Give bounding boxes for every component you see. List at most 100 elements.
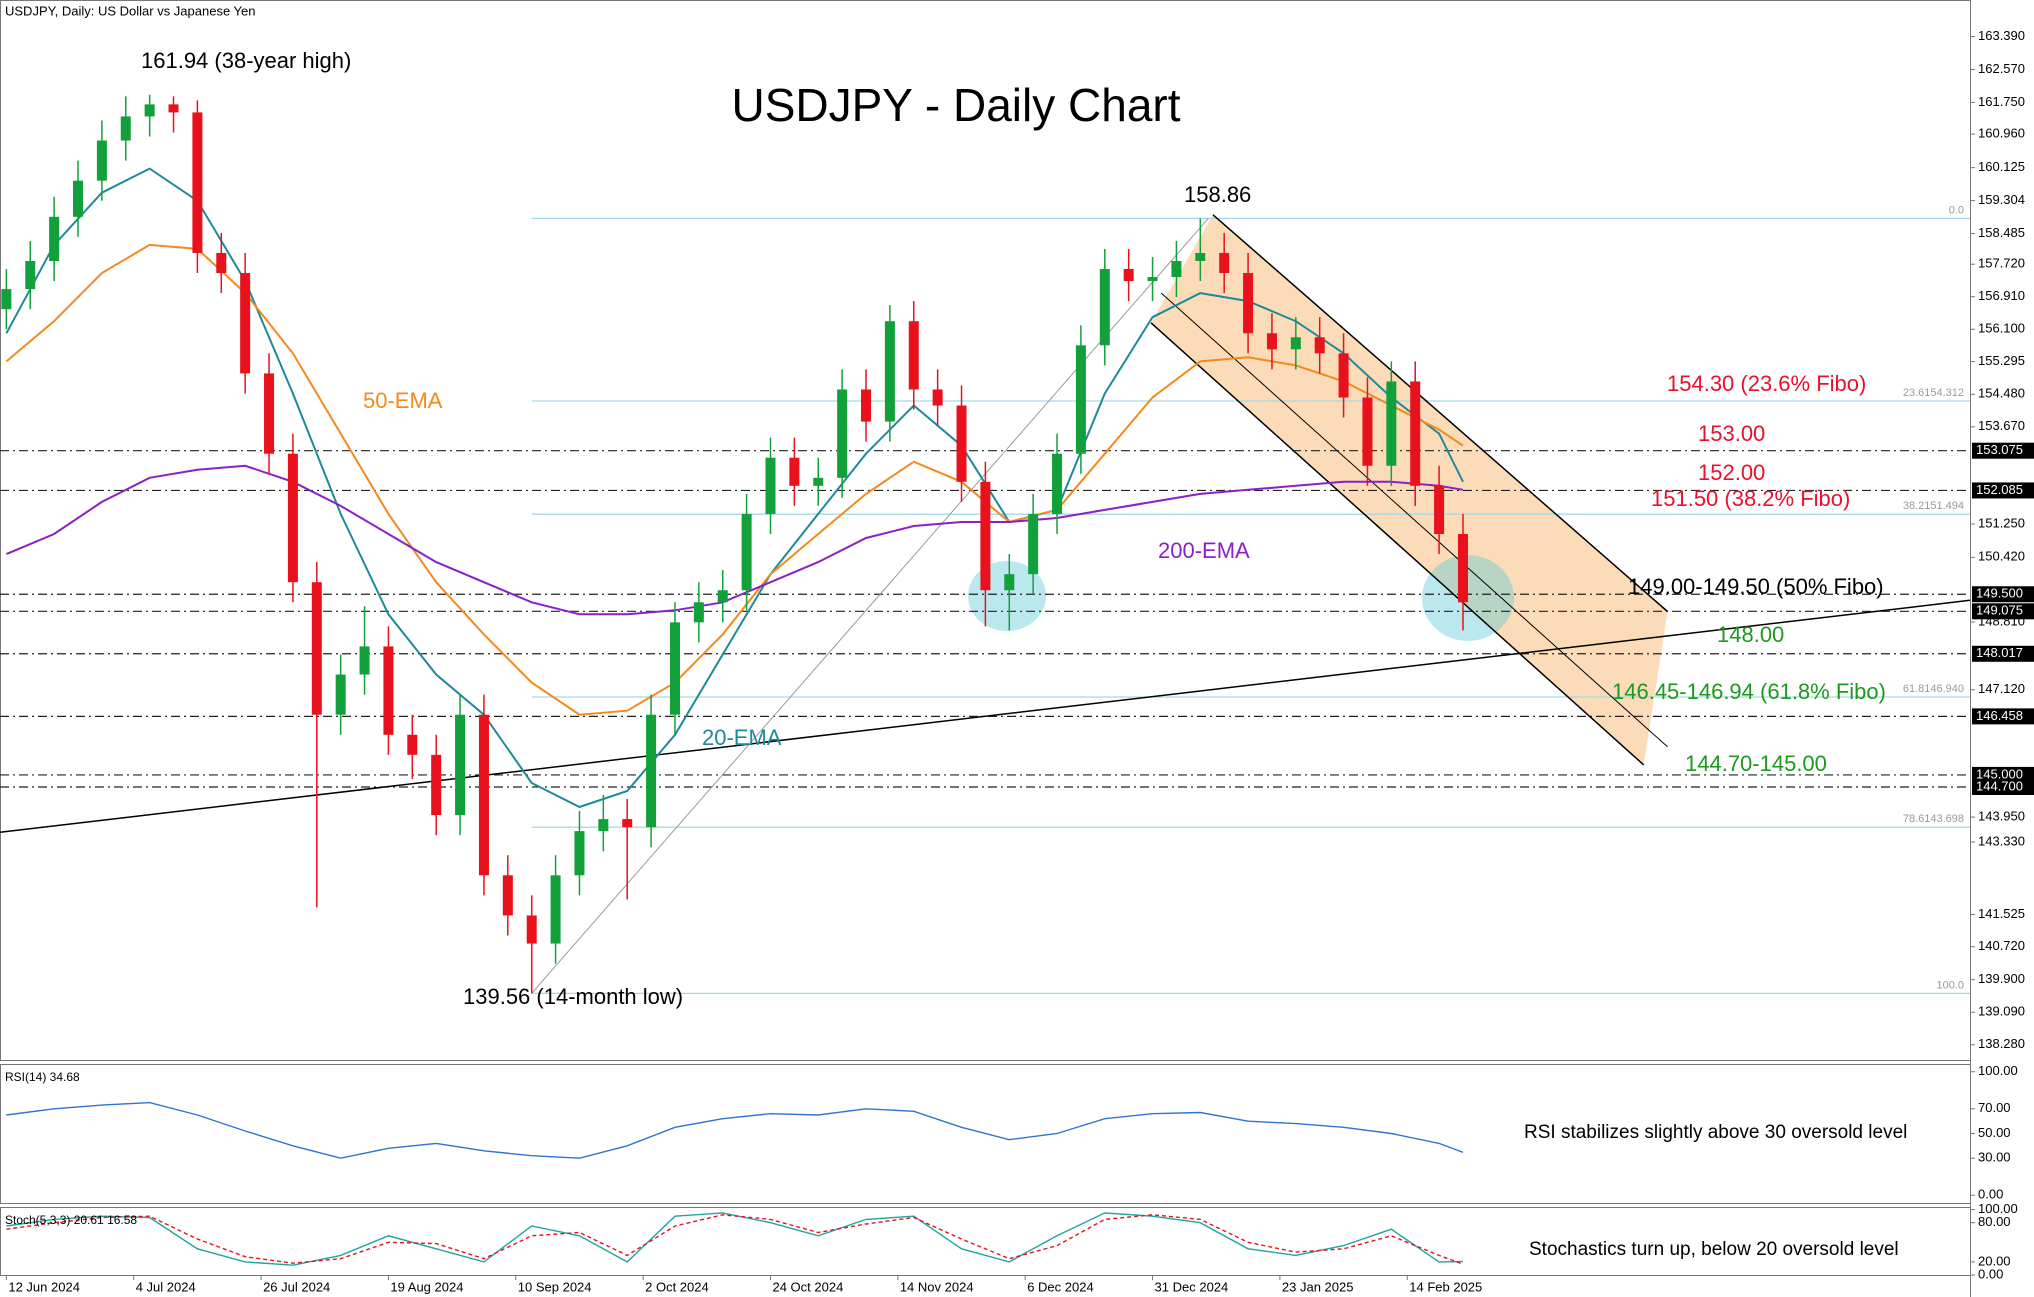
- fib-label: 0.0: [1949, 204, 1964, 216]
- candle-body: [908, 321, 919, 390]
- candle-body: [1004, 574, 1015, 591]
- y-tick-label: 30.00: [1978, 1150, 2011, 1165]
- annotation: 139.56 (14-month low): [463, 984, 683, 1009]
- candle-body: [1, 289, 12, 310]
- x-tick-label: 23 Jan 2025: [1282, 1279, 1354, 1294]
- annotation: 146.45-146.94 (61.8% Fibo): [1612, 679, 1886, 704]
- candle-body: [1243, 273, 1254, 334]
- candle-body: [550, 875, 561, 944]
- level-box: [1972, 766, 2034, 783]
- y-tick-label: 20.00: [1978, 1253, 2011, 1268]
- candle-body: [455, 714, 466, 816]
- candle-body: [526, 915, 537, 944]
- candle-body: [168, 104, 179, 113]
- candle-body: [1338, 353, 1349, 398]
- candle-body: [932, 389, 943, 406]
- indicator-title: RSI(14) 34.68: [5, 1070, 80, 1084]
- level-label: 149.500: [1976, 586, 2023, 601]
- fib-label: 61.8146.940: [1903, 683, 1964, 695]
- indicator-line: [6, 1214, 1464, 1265]
- annotation: 148.00: [1717, 622, 1784, 647]
- candle-body: [264, 373, 275, 454]
- indicator-note: RSI stabilizes slightly above 30 oversol…: [1524, 1122, 1907, 1143]
- ema-line: [5, 167, 1464, 809]
- y-tick-label: 160.125: [1978, 159, 2025, 174]
- candle-body: [646, 714, 657, 828]
- candle-body: [49, 216, 60, 261]
- trend-line: [1160, 292, 1668, 748]
- candle-body: [1386, 381, 1397, 466]
- y-tick-label: 150.420: [1978, 549, 2025, 564]
- candle-body: [574, 831, 585, 876]
- x-tick-label: 19 Aug 2024: [390, 1279, 463, 1294]
- candle-body: [431, 754, 442, 816]
- x-tick-label: 6 Dec 2024: [1027, 1279, 1094, 1294]
- candle-body: [1147, 277, 1158, 282]
- candle-body: [598, 819, 609, 832]
- candle-body: [717, 590, 728, 603]
- candle-body: [383, 646, 394, 735]
- y-tick-label: 143.950: [1978, 809, 2025, 824]
- candle-body: [1290, 337, 1301, 350]
- candle-body: [311, 582, 322, 715]
- candle-body: [1219, 252, 1230, 274]
- x-tick-label: 26 Jul 2024: [263, 1279, 330, 1294]
- level-box: [1972, 708, 2034, 725]
- y-tick-label: 70.00: [1978, 1100, 2011, 1115]
- x-tick-label: 4 Jul 2024: [136, 1279, 196, 1294]
- ema-label: 50-EMA: [363, 388, 443, 413]
- candle-body: [407, 734, 418, 755]
- y-tick-label: 156.100: [1978, 321, 2025, 336]
- candle-body: [240, 273, 251, 374]
- y-tick-label: 141.525: [1978, 906, 2025, 921]
- level-box: [1972, 645, 2034, 662]
- candle-body: [1099, 269, 1110, 346]
- annotation: 154.30 (23.6% Fibo): [1667, 371, 1866, 396]
- level-label: 146.458: [1976, 708, 2023, 723]
- y-tick-label: 100.00: [1978, 1201, 2018, 1216]
- candle-body: [502, 875, 513, 916]
- level-box: [1972, 603, 2034, 620]
- y-tick-label: 0.00: [1978, 1187, 2003, 1202]
- candle-body: [335, 674, 346, 715]
- level-label: 153.075: [1976, 442, 2023, 457]
- x-tick-label: 31 Dec 2024: [1155, 1279, 1229, 1294]
- y-tick-label: 138.280: [1978, 1036, 2025, 1051]
- y-tick-label: 100.00: [1978, 1063, 2018, 1078]
- level-box: [1972, 482, 2034, 499]
- trend-line: [531, 218, 1209, 994]
- y-tick-label: 151.250: [1978, 515, 2025, 530]
- candle-body: [1362, 397, 1373, 466]
- ema-label: 200-EMA: [1158, 538, 1250, 563]
- y-tick-label: 159.304: [1978, 192, 2025, 207]
- candle-body: [144, 104, 155, 117]
- y-tick-label: 140.720: [1978, 938, 2025, 953]
- channel-fill: [1150, 214, 1668, 765]
- fib-label: 38.2151.494: [1903, 500, 1964, 512]
- candle-body: [741, 513, 752, 591]
- y-tick-label: 155.295: [1978, 353, 2025, 368]
- trend-line: [0, 599, 1971, 834]
- level-box: [1972, 778, 2034, 795]
- y-tick-label: 160.960: [1978, 126, 2025, 141]
- candle-body: [1266, 333, 1277, 350]
- candle-body: [1052, 453, 1063, 514]
- candle-body: [192, 112, 203, 253]
- candle-body: [1434, 485, 1445, 535]
- level-label: 145.000: [1976, 766, 2023, 781]
- x-tick-label: 2 Oct 2024: [645, 1279, 709, 1294]
- candle-body: [884, 321, 895, 422]
- y-tick-label: 143.330: [1978, 833, 2025, 848]
- y-tick-label: 158.485: [1978, 225, 2025, 240]
- candle-body: [1171, 260, 1182, 278]
- candle-body: [837, 389, 848, 478]
- candle-body: [789, 457, 800, 486]
- level-label: 148.017: [1976, 645, 2023, 660]
- level-box: [1972, 586, 2034, 603]
- candle-body: [1195, 252, 1206, 261]
- annotation: 144.70-145.00: [1685, 751, 1827, 776]
- candle-body: [861, 389, 872, 422]
- candle-body: [1075, 345, 1086, 454]
